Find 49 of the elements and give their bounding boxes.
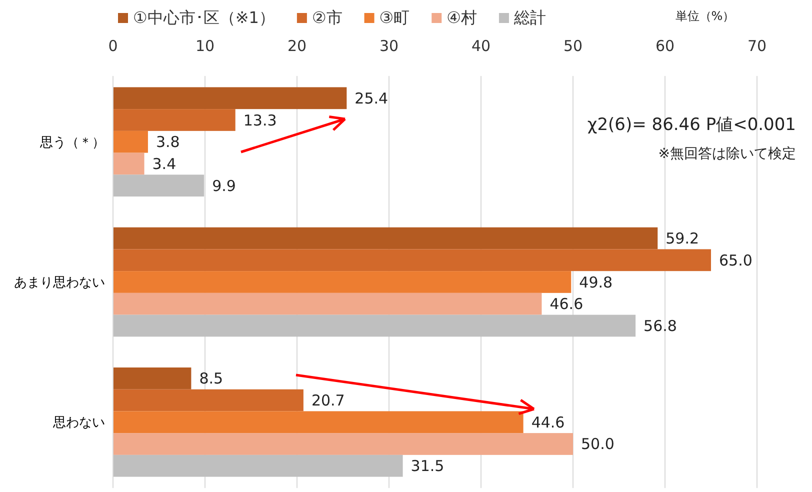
x-tick-label: 70 xyxy=(747,37,767,55)
annotation: χ2(6)= 86.46 P値<0.001 xyxy=(587,115,796,135)
bar xyxy=(113,271,572,293)
x-tick-label: 20 xyxy=(287,37,307,55)
x-tick-label: 0 xyxy=(108,37,118,55)
data-label: 49.8 xyxy=(579,273,613,292)
data-label: 59.2 xyxy=(666,230,700,248)
data-label: 3.8 xyxy=(156,133,180,152)
legend-label: ③町 xyxy=(379,8,410,27)
annotation: ※無回答は除いて検定 xyxy=(658,146,796,162)
data-label: 65.0 xyxy=(719,251,752,270)
y-tick-label: 思わない xyxy=(52,416,105,431)
legend-label: ④村 xyxy=(446,8,477,27)
bar xyxy=(113,227,658,250)
bar xyxy=(113,454,403,477)
data-label: 31.5 xyxy=(410,457,444,476)
data-label: 25.4 xyxy=(354,89,388,108)
data-label: 3.4 xyxy=(152,154,176,173)
legend-label: 総計 xyxy=(512,8,546,27)
data-label: 56.8 xyxy=(644,316,677,335)
bar xyxy=(113,152,144,175)
y-tick-label: 思う（＊） xyxy=(39,135,105,150)
bar xyxy=(113,130,148,153)
legend-label: ①中心市･区（※1） xyxy=(133,8,275,27)
x-tick-label: 60 xyxy=(655,37,675,55)
bar xyxy=(113,174,204,197)
legend-label: ②市 xyxy=(312,8,342,27)
data-label: 9.9 xyxy=(212,176,236,195)
x-tick-label: 40 xyxy=(471,37,491,55)
bar xyxy=(113,87,347,110)
x-tick-label: 10 xyxy=(195,37,215,55)
y-tick-label: あまり思わない xyxy=(14,276,105,291)
x-tick-label: 30 xyxy=(379,37,399,55)
bar xyxy=(113,292,542,315)
bar xyxy=(113,109,236,131)
data-label: 8.5 xyxy=(199,370,224,388)
text: 単位（%） xyxy=(675,9,735,23)
x-tick-label: 50 xyxy=(563,37,583,55)
bar xyxy=(113,249,711,272)
bar xyxy=(113,411,524,434)
bar xyxy=(113,389,304,412)
data-label: 46.6 xyxy=(550,295,584,314)
data-label: 20.7 xyxy=(311,392,345,410)
data-label: 50.0 xyxy=(581,435,614,454)
data-label: 13.3 xyxy=(243,111,277,130)
data-label: 44.6 xyxy=(531,413,565,432)
bar xyxy=(113,433,573,455)
bar xyxy=(113,314,636,337)
bar xyxy=(113,367,192,390)
